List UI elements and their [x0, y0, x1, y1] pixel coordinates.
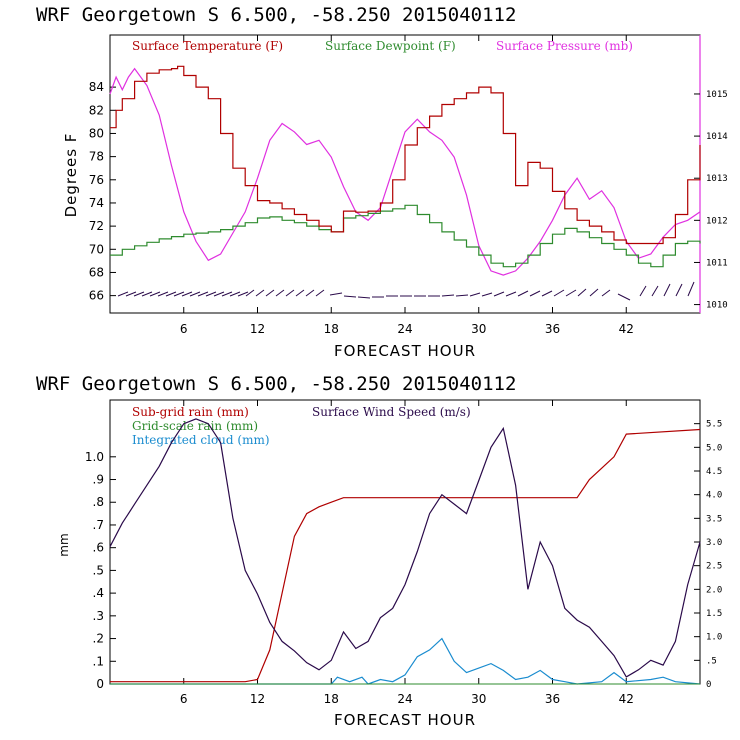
y-tick-label: 82 — [89, 103, 104, 117]
bottom-y-axis-label: mm — [57, 533, 71, 556]
y2-tick-label: .5 — [706, 656, 717, 666]
y2-tick-label: 3.5 — [706, 514, 722, 524]
top-y-ticks: 66 68 70 72 74 76 78 80 82 84 — [89, 80, 116, 303]
legend-subgrid-rain: Sub-grid rain (mm) — [132, 405, 249, 419]
series-subgrid-rain — [110, 428, 701, 683]
y-tick-label: 72 — [89, 219, 104, 233]
y-tick-label: 74 — [89, 196, 104, 210]
y-tick-label: 80 — [89, 126, 104, 140]
y2-tick-label: 1.5 — [706, 609, 722, 619]
series-surface-dewpoint — [110, 204, 701, 268]
x-tick-label: 24 — [397, 322, 412, 336]
rain-wind-chart: WRF Georgetown S 6.500, -58.250 20150401… — [36, 373, 722, 729]
top-chart-title: WRF Georgetown S 6.500, -58.250 20150401… — [36, 4, 516, 26]
series-surface-wind-speed — [109, 418, 701, 678]
top-y-axis-label: Degrees F — [62, 133, 80, 218]
series-integrated-cloud — [110, 637, 701, 685]
wind-barbs — [117, 281, 695, 301]
x-tick-label: 36 — [545, 322, 560, 336]
y2-tick-label: 5.0 — [706, 443, 722, 453]
x-tick-label: 42 — [619, 692, 634, 706]
legend-dewpoint: Surface Dewpoint (F) — [325, 39, 456, 53]
y-tick-label: 70 — [89, 242, 104, 256]
bottom-chart-title: WRF Georgetown S 6.500, -58.250 20150401… — [36, 373, 516, 395]
y-tick-label: .4 — [93, 586, 104, 600]
x-tick-label: 30 — [471, 692, 486, 706]
y2-tick-label: 1013 — [706, 174, 728, 184]
y-tick-label: 76 — [89, 173, 104, 187]
y2-tick-label: 5.5 — [706, 420, 722, 430]
bottom-y-ticks: 0 .1 .2 .3 .4 .5 .6 .7 .8 .9 1.0 — [85, 450, 116, 691]
x-tick-label: 6 — [180, 322, 188, 336]
y2-tick-label: 1.0 — [706, 633, 722, 643]
y2-tick-label: 1012 — [706, 216, 728, 226]
legend-wind-speed: Surface Wind Speed (m/s) — [312, 405, 471, 419]
y2-tick-label: 2.5 — [706, 562, 722, 572]
y-tick-label: .1 — [93, 654, 104, 668]
y2-tick-label: 1010 — [706, 301, 728, 311]
legend-integrated-cloud: Integrated cloud (mm) — [132, 433, 270, 447]
y2-tick-label: 1014 — [706, 132, 728, 142]
y-tick-label: 1.0 — [85, 450, 104, 464]
bottom-wind-ticks: 0 .5 1.0 1.5 2.0 2.5 3.0 3.5 4.0 4.5 5.0 5.5 — [694, 420, 722, 690]
y-tick-label: .6 — [93, 541, 104, 555]
x-tick-label: 12 — [250, 322, 265, 336]
y2-tick-label: 4.5 — [706, 467, 722, 477]
series-surface-pressure — [109, 67, 701, 276]
legend-gridscale-rain: Grid-scale rain (mm) — [132, 419, 258, 433]
y-tick-label: 0 — [96, 677, 104, 691]
y2-tick-label: 0 — [706, 680, 711, 690]
y-tick-label: 84 — [89, 80, 104, 94]
bottom-x-ticks: 6 12 18 24 30 36 42 — [180, 400, 634, 706]
y-tick-label: .2 — [93, 632, 104, 646]
y2-tick-label: 1015 — [706, 90, 728, 100]
y-tick-label: .5 — [93, 563, 104, 577]
x-tick-label: 24 — [397, 692, 412, 706]
wind-barb-row — [117, 281, 695, 301]
y-tick-label: .8 — [93, 495, 104, 509]
y2-tick-label: 2.0 — [706, 585, 722, 595]
x-tick-label: 18 — [324, 692, 339, 706]
x-tick-label: 6 — [180, 692, 188, 706]
y-tick-label: .9 — [93, 473, 104, 487]
y2-tick-label: 3.0 — [706, 538, 722, 548]
y-tick-label: 78 — [89, 150, 104, 164]
y-tick-label: .3 — [93, 609, 104, 623]
y-tick-label: 66 — [89, 289, 104, 303]
x-tick-label: 18 — [324, 322, 339, 336]
y2-tick-label: 4.0 — [706, 491, 722, 501]
x-tick-label: 12 — [250, 692, 265, 706]
y2-tick-label: 1011 — [706, 258, 728, 268]
temperature-chart: WRF Georgetown S 6.500, -58.250 20150401… — [36, 4, 728, 360]
top-pressure-ticks: 1010 1011 1012 1013 1014 1015 — [694, 90, 728, 311]
y-tick-label: 68 — [89, 265, 104, 279]
bottom-x-axis-label: FORECAST HOUR — [334, 711, 476, 729]
legend-pressure: Surface Pressure (mb) — [496, 39, 633, 53]
top-x-axis-label: FORECAST HOUR — [334, 342, 476, 360]
x-tick-label: 36 — [545, 692, 560, 706]
legend-temperature: Surface Temperature (F) — [132, 39, 283, 53]
x-tick-label: 30 — [471, 322, 486, 336]
top-x-ticks: 6 12 18 24 30 36 42 — [180, 35, 634, 336]
y-tick-label: .7 — [93, 518, 104, 532]
x-tick-label: 42 — [619, 322, 634, 336]
series-surface-temperature — [110, 65, 701, 245]
